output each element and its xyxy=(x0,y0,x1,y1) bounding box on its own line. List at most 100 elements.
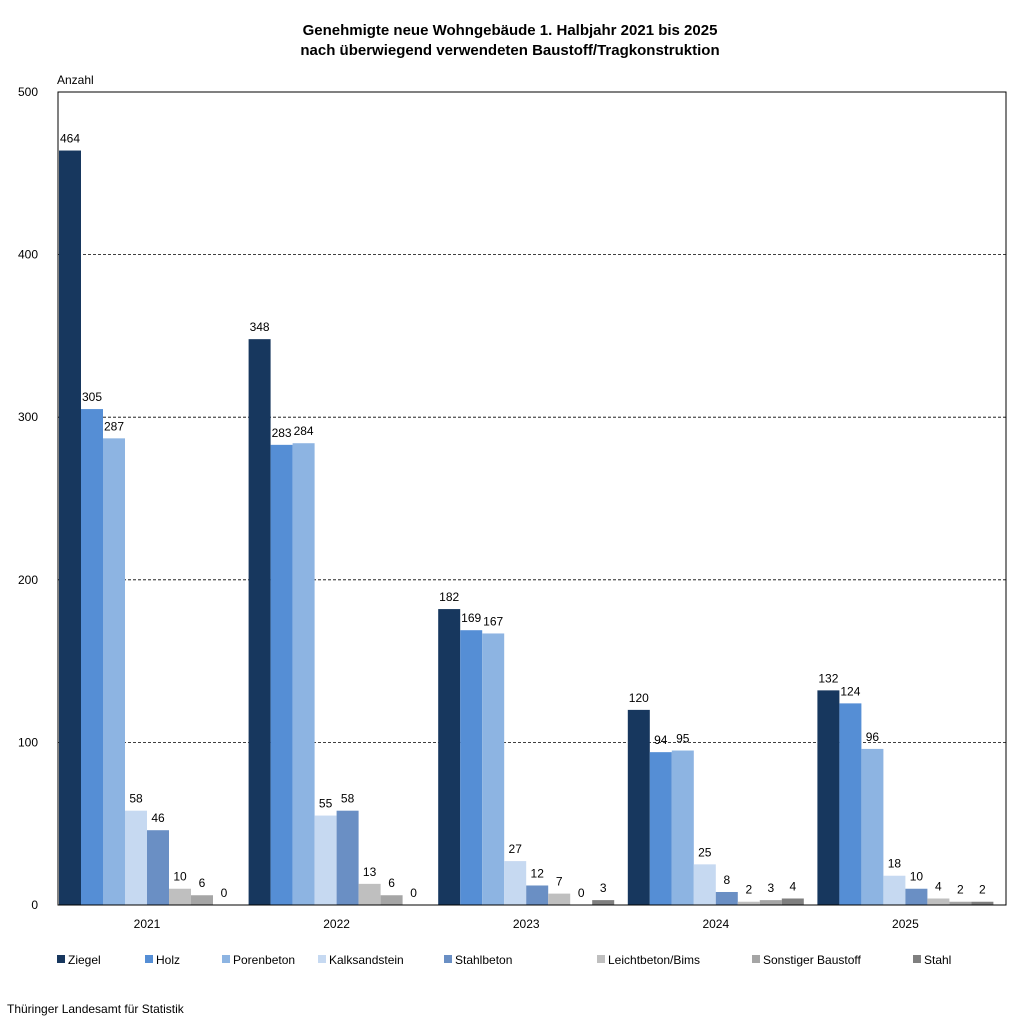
bar-kalksandstein-2025 xyxy=(883,875,906,905)
data-label: 305 xyxy=(82,390,102,404)
legend-label: Ziegel xyxy=(68,953,101,967)
legend-swatch xyxy=(57,955,65,963)
data-label: 27 xyxy=(509,842,523,856)
y-tick-label: 300 xyxy=(18,410,38,424)
data-label: 0 xyxy=(410,886,417,900)
legend-label: Leichtbeton/Bims xyxy=(608,953,700,967)
bar-chart: Genehmigte neue Wohngebäude 1. Halbjahr … xyxy=(18,22,1007,967)
bar-porenbeton-2024 xyxy=(671,750,694,905)
legend-swatch xyxy=(752,955,760,963)
x-tick-label: 2022 xyxy=(323,917,350,931)
data-label: 6 xyxy=(199,876,206,890)
data-label: 4 xyxy=(789,879,796,893)
x-tick-label: 2021 xyxy=(134,917,161,931)
bar-sonstiger-baustoff-2024 xyxy=(759,900,782,905)
source-note: Thüringer Landesamt für Statistik xyxy=(7,1002,184,1016)
y-tick-label: 500 xyxy=(18,85,38,99)
data-label: 13 xyxy=(363,865,377,879)
legend-label: Kalksandstein xyxy=(329,953,404,967)
data-label: 6 xyxy=(388,876,395,890)
data-label: 94 xyxy=(654,733,668,747)
legend-swatch xyxy=(444,955,452,963)
bar-leichtbeton-bims-2023 xyxy=(548,893,571,905)
plot-frame xyxy=(57,91,1007,906)
bar-ziegel-2022 xyxy=(248,339,271,906)
legend-swatch xyxy=(318,955,326,963)
y-axis-label: Anzahl xyxy=(57,73,94,87)
data-label: 348 xyxy=(250,320,270,334)
data-label: 12 xyxy=(531,866,545,880)
bar-kalksandstein-2024 xyxy=(693,864,716,905)
legend-label: Stahlbeton xyxy=(455,953,512,967)
data-label: 132 xyxy=(818,671,838,685)
data-label: 464 xyxy=(60,132,80,146)
data-label: 46 xyxy=(151,811,165,825)
chart-title-line-2: nach überwiegend verwendeten Baustoff/Tr… xyxy=(300,42,719,59)
bar-ziegel-2023 xyxy=(438,609,461,905)
bar-leichtbeton-bims-2022 xyxy=(358,883,381,905)
bar-stahlbeton-2021 xyxy=(147,830,169,905)
bar-porenbeton-2025 xyxy=(861,748,884,905)
bar-stahlbeton-2025 xyxy=(905,888,928,905)
data-label: 4 xyxy=(935,879,942,893)
bar-kalksandstein-2021 xyxy=(125,810,147,905)
data-label: 58 xyxy=(129,792,143,806)
data-label: 8 xyxy=(723,873,730,887)
data-label: 283 xyxy=(272,426,292,440)
bar-porenbeton-2021 xyxy=(103,438,125,905)
x-tick-label: 2024 xyxy=(702,917,729,931)
data-label: 95 xyxy=(676,732,690,746)
bar-holz-2023 xyxy=(460,630,483,905)
y-tick-label: 200 xyxy=(18,573,38,587)
data-label: 124 xyxy=(840,684,860,698)
data-label: 2 xyxy=(979,883,986,897)
bar-leichtbeton-bims-2021 xyxy=(169,888,191,905)
x-tick-label: 2023 xyxy=(513,917,540,931)
data-label: 2 xyxy=(745,883,752,897)
data-label: 169 xyxy=(461,611,481,625)
data-label: 3 xyxy=(767,881,774,895)
legend-label: Porenbeton xyxy=(233,953,295,967)
y-tick-label: 0 xyxy=(31,898,38,912)
data-label: 0 xyxy=(221,886,228,900)
legend-swatch xyxy=(913,955,921,963)
legend-swatch xyxy=(145,955,153,963)
bar-stahl-2023 xyxy=(592,900,615,905)
data-label: 25 xyxy=(698,845,712,859)
bar-leichtbeton-bims-2025 xyxy=(927,898,950,905)
bar-porenbeton-2022 xyxy=(292,443,315,905)
data-label: 7 xyxy=(556,875,563,889)
bar-holz-2021 xyxy=(81,409,103,905)
bar-ziegel-2024 xyxy=(627,709,650,905)
data-label: 2 xyxy=(957,883,964,897)
bar-holz-2025 xyxy=(839,703,862,905)
data-label: 58 xyxy=(341,792,355,806)
bar-sonstiger-baustoff-2021 xyxy=(191,895,213,905)
x-tick-label: 2025 xyxy=(892,917,919,931)
bar-sonstiger-baustoff-2025 xyxy=(949,901,972,905)
legend-label: Stahl xyxy=(924,953,951,967)
bar-kalksandstein-2022 xyxy=(314,815,337,905)
data-label: 120 xyxy=(629,691,649,705)
bar-leichtbeton-bims-2024 xyxy=(737,901,760,905)
bar-sonstiger-baustoff-2022 xyxy=(380,895,403,905)
bar-holz-2022 xyxy=(270,444,293,905)
bar-ziegel-2025 xyxy=(817,690,840,905)
bar-stahl-2025 xyxy=(971,901,994,905)
data-label: 18 xyxy=(888,857,902,871)
bar-porenbeton-2023 xyxy=(482,633,505,905)
chart-title-line-1: Genehmigte neue Wohngebäude 1. Halbjahr … xyxy=(303,22,718,39)
bar-kalksandstein-2023 xyxy=(504,861,527,905)
bar-stahl-2024 xyxy=(781,898,804,905)
data-label: 284 xyxy=(294,424,314,438)
bar-holz-2024 xyxy=(649,752,672,905)
data-label: 182 xyxy=(439,590,459,604)
legend-swatch xyxy=(597,955,605,963)
data-label: 287 xyxy=(104,419,124,433)
legend-swatch xyxy=(222,955,230,963)
data-label: 96 xyxy=(866,730,880,744)
bar-stahlbeton-2024 xyxy=(715,891,738,905)
legend-label: Holz xyxy=(156,953,180,967)
data-label: 3 xyxy=(600,881,607,895)
